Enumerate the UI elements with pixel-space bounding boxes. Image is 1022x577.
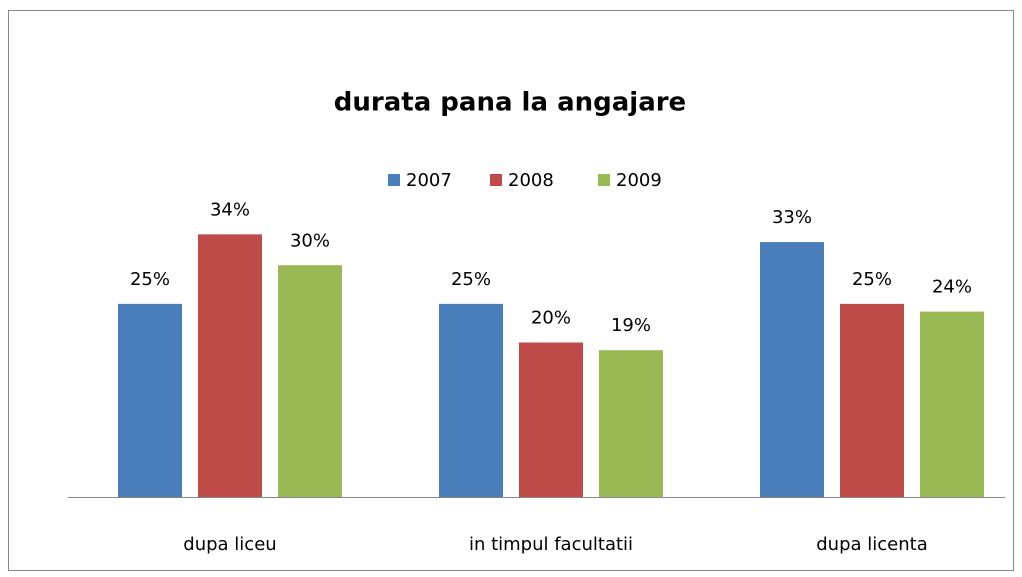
x-tick-label: in timpul facultatii: [469, 534, 633, 555]
data-label: 34%: [210, 199, 250, 220]
bar: [599, 350, 663, 497]
x-tick-label: dupa liceu: [183, 534, 276, 555]
bar: [920, 311, 984, 497]
bar: [760, 242, 824, 497]
data-label: 20%: [531, 308, 571, 329]
data-label: 25%: [451, 269, 491, 290]
data-label: 33%: [772, 207, 812, 228]
legend-label: 2007: [406, 170, 452, 191]
data-label: 24%: [932, 277, 972, 298]
legend-label: 2009: [616, 170, 662, 191]
data-label: 25%: [852, 269, 892, 290]
x-tick-label: dupa licenta: [816, 534, 927, 555]
legend-label: 2008: [508, 170, 554, 191]
bar: [840, 303, 904, 497]
chart-title: durata pana la angajare: [334, 88, 686, 118]
data-label: 19%: [611, 315, 651, 336]
data-label: 25%: [130, 269, 170, 290]
bar: [519, 342, 583, 497]
data-label: 30%: [290, 230, 330, 251]
bar: [278, 265, 342, 497]
bar: [439, 303, 503, 497]
legend-swatch: [388, 174, 400, 186]
bar: [198, 234, 262, 497]
bar: [118, 303, 182, 497]
legend-swatch: [490, 174, 502, 186]
legend-swatch: [598, 174, 610, 186]
